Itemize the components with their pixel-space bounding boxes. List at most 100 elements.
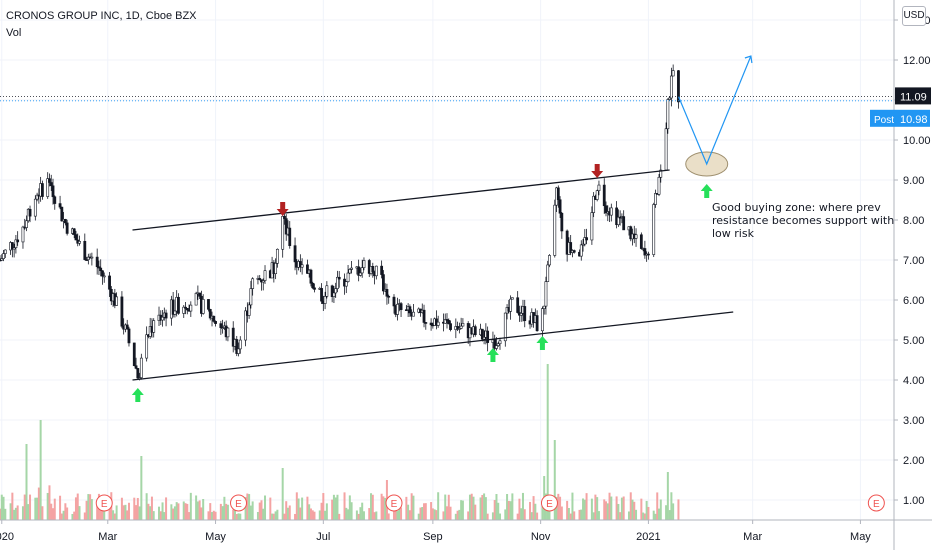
candle-body — [560, 212, 564, 232]
volume-bar — [407, 504, 410, 520]
volume-bar — [382, 496, 385, 520]
volume-bar — [163, 512, 166, 520]
earnings-marker-icon[interactable] — [867, 494, 885, 512]
candle-body — [558, 199, 562, 214]
volume-bar — [149, 506, 152, 520]
candle-body — [585, 237, 588, 241]
volume-bar — [511, 493, 514, 520]
candle-body — [10, 242, 14, 250]
volume-bar — [29, 494, 32, 520]
volume-bar — [622, 496, 625, 520]
volume-bar — [126, 510, 129, 520]
volume-bar — [656, 492, 659, 520]
volume-bar — [115, 505, 118, 520]
volume-bar — [633, 501, 636, 520]
candle-body — [362, 260, 366, 268]
candle-body — [125, 324, 129, 330]
candle-body — [516, 297, 520, 313]
volume-bar — [631, 499, 634, 520]
volume-bar — [483, 493, 486, 520]
candle-body — [509, 298, 513, 312]
volume-bar — [486, 513, 489, 520]
volume-bar — [235, 513, 238, 520]
price-tick-label: 4.00 — [903, 375, 924, 387]
volume-bar — [188, 512, 191, 520]
volume-bar — [484, 497, 487, 520]
volume-bar — [534, 503, 537, 520]
volume-bar — [294, 513, 297, 520]
candle-body — [83, 240, 87, 260]
volume-bar — [184, 503, 187, 520]
volume-bar — [198, 500, 201, 520]
candle-body — [231, 327, 235, 347]
candle-body — [546, 264, 550, 282]
volume-bar — [331, 499, 334, 520]
candle-body — [664, 128, 668, 171]
volume-bar — [332, 494, 335, 520]
volume-bar — [2, 496, 5, 520]
volume-bar — [606, 503, 609, 520]
candle-body — [486, 330, 490, 343]
volume-bar — [555, 496, 558, 520]
candle-body — [609, 207, 613, 216]
candle-body — [629, 226, 633, 240]
projection-line — [677, 55, 752, 166]
volume-bar — [506, 494, 509, 520]
volume-bar — [165, 497, 168, 520]
candle-body — [392, 296, 396, 307]
price-tick-label: 10.00 — [903, 135, 931, 147]
candle-body — [495, 345, 498, 349]
volume-bar — [444, 494, 447, 520]
candle-body — [99, 267, 103, 272]
candle-body — [120, 296, 124, 327]
volume-bar — [560, 506, 563, 520]
currency-button[interactable]: USD — [902, 6, 926, 26]
chart-title: CRONOS GROUP INC, 1D, Cboe BZX — [6, 10, 197, 22]
volume-bar — [357, 513, 360, 520]
candle-body — [634, 234, 638, 239]
candle-body — [480, 328, 484, 340]
volume-bar — [446, 506, 448, 520]
volume-bar — [398, 504, 401, 520]
volume-bar — [152, 511, 155, 520]
volume-bar — [380, 493, 383, 520]
volume-bar — [670, 492, 673, 520]
candle-body — [108, 275, 111, 290]
candle-body — [429, 322, 433, 326]
volume-bar — [322, 493, 325, 520]
candle-body — [249, 288, 253, 306]
volume-bar — [219, 503, 222, 520]
volume-bar — [620, 497, 623, 520]
price-tick-label: 6.00 — [903, 295, 924, 307]
volume-bar — [301, 497, 304, 520]
volume-bar — [347, 509, 350, 520]
candle-body — [261, 280, 265, 283]
earnings-marker-label: E — [546, 499, 553, 510]
candle-body — [445, 319, 449, 321]
volume-bar — [64, 503, 67, 520]
volume-bar — [559, 496, 562, 520]
price-tick-label: 7.00 — [903, 255, 924, 267]
volume-bar — [318, 510, 321, 520]
candle-body — [325, 285, 329, 297]
earnings-marker-icon[interactable] — [95, 494, 113, 512]
volume-bar — [9, 503, 12, 520]
price-tick-label: 5.00 — [903, 335, 924, 347]
volume-bar — [62, 510, 65, 520]
earnings-marker-icon[interactable] — [540, 494, 558, 512]
volume-bar — [173, 506, 176, 520]
candle-body — [171, 299, 175, 315]
candle-body — [74, 234, 78, 241]
candle-body — [456, 326, 460, 330]
earnings-marker-icon[interactable] — [385, 494, 403, 512]
volume-bar — [89, 494, 92, 520]
candle-body — [25, 220, 28, 228]
volume-bar — [71, 513, 74, 520]
candle-body — [258, 278, 262, 280]
last-price-badge — [895, 87, 931, 105]
volume-bar — [172, 508, 175, 520]
volume-bar — [225, 503, 228, 520]
earnings-marker-icon[interactable] — [230, 494, 248, 512]
